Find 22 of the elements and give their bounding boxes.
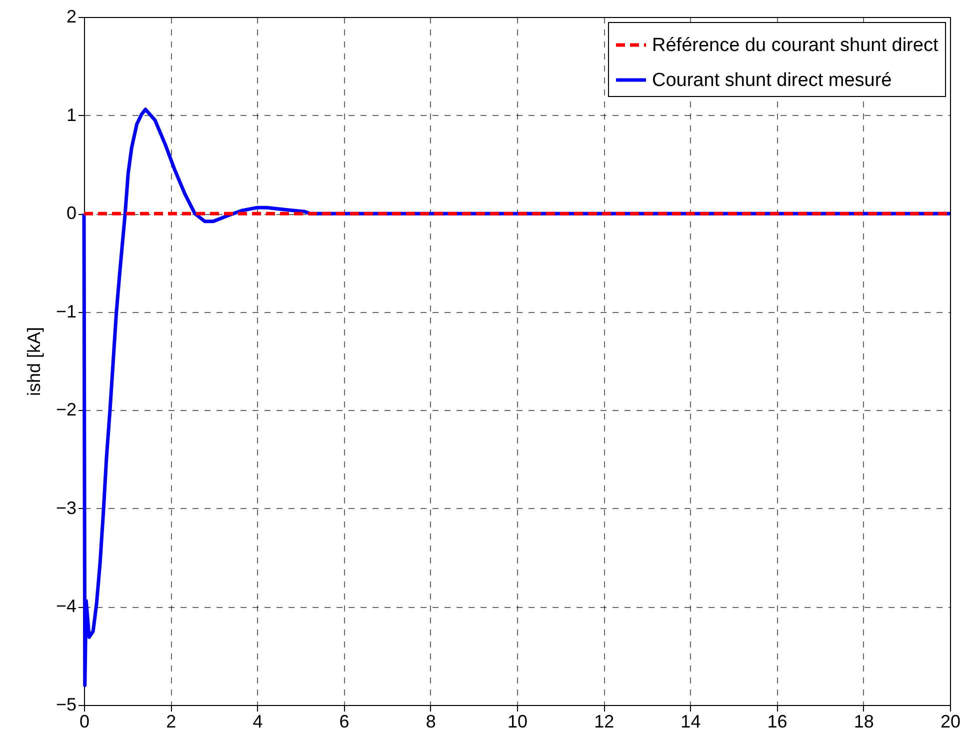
- y-tick-label: −5: [56, 694, 76, 714]
- legend-label: Courant shunt direct mesuré: [652, 70, 892, 91]
- x-tick-label: 0: [79, 712, 90, 732]
- y-tick-label: 2: [66, 6, 76, 26]
- x-tick-label: 2: [166, 712, 176, 732]
- y-axis-title: ishd [kA]: [24, 326, 44, 396]
- y-tick-label: 0: [66, 203, 76, 224]
- x-tick-label: 6: [339, 712, 350, 732]
- x-tick-label: 10: [507, 712, 528, 732]
- legend-label: Référence du courant shunt direct: [652, 35, 939, 56]
- y-tick-label: −3: [56, 498, 76, 518]
- x-tick-label: 14: [680, 712, 701, 732]
- x-tick-label: 20: [940, 712, 961, 732]
- x-tick-label: 18: [854, 712, 874, 732]
- x-tick-label: 8: [426, 712, 436, 732]
- y-tick-label: −1: [56, 301, 76, 322]
- y-tick-label: −2: [56, 400, 76, 420]
- x-tick-label: 16: [767, 712, 788, 732]
- x-tick-label: 4: [252, 712, 263, 732]
- x-tick-label: 12: [594, 712, 614, 732]
- y-tick-label: −4: [56, 596, 76, 616]
- y-tick-label: 1: [66, 104, 76, 125]
